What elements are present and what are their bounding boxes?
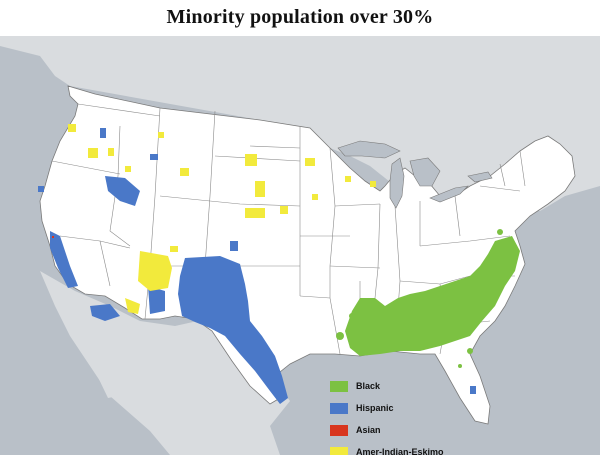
legend-item-asian: Asian <box>330 420 440 440</box>
asian-majority-regions <box>52 236 54 238</box>
legend-label-black: Black <box>356 381 381 391</box>
lake-michigan <box>389 157 405 209</box>
legend-label-asian: Asian <box>356 425 381 435</box>
us-map <box>0 36 600 455</box>
baja-peninsula <box>70 294 118 398</box>
lake-erie <box>429 185 469 203</box>
lake-huron <box>409 157 441 187</box>
lake-ontario <box>467 171 493 183</box>
map-legend: Black Hispanic Asian Amer-Indian-Eskimo <box>330 376 444 455</box>
map-title: Minority population over 30% <box>166 6 434 28</box>
map-area: Black Hispanic Asian Amer-Indian-Eskimo <box>0 36 600 455</box>
black-majority-regions <box>336 229 520 368</box>
legend-swatch-black <box>330 380 348 392</box>
canada-land <box>0 36 600 214</box>
lake-superior <box>337 140 401 159</box>
legend-swatch-amer <box>330 446 348 455</box>
legend-label-hispanic: Hispanic <box>356 403 394 413</box>
legend-item-amer: Amer-Indian-Eskimo <box>330 442 444 455</box>
legend-swatch-asian <box>330 424 348 436</box>
hispanic-majority-regions <box>38 128 476 404</box>
legend-swatch-hispanic <box>330 402 348 414</box>
legend-item-black: Black <box>330 376 440 396</box>
legend-label-amer: Amer-Indian-Eskimo <box>356 447 444 455</box>
legend-item-hispanic: Hispanic <box>330 398 440 418</box>
amer-indian-regions <box>68 124 376 314</box>
